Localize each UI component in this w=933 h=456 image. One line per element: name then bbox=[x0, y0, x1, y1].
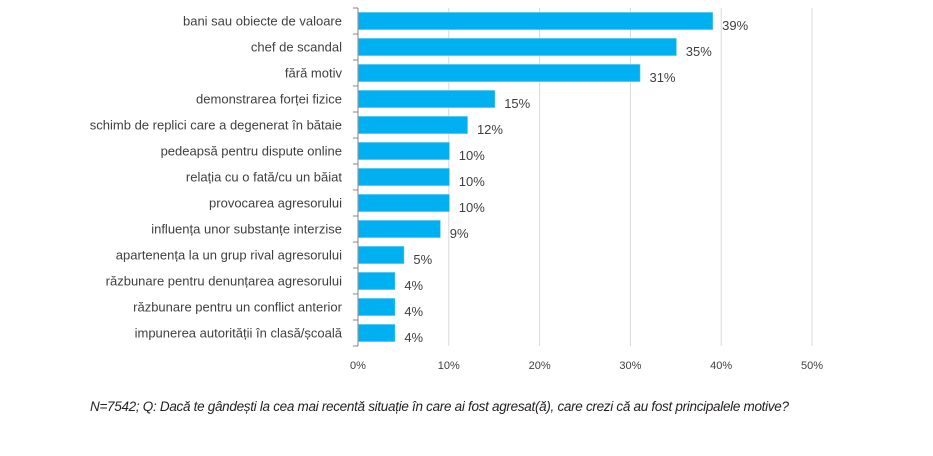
data-label: 10% bbox=[459, 148, 485, 163]
bar bbox=[358, 12, 713, 30]
category-label: demonstrarea forței fizice bbox=[196, 92, 342, 107]
bar bbox=[358, 142, 450, 160]
bar bbox=[358, 246, 405, 264]
data-labels: 39% 35% 31% 15%12% 10% 10% 10% 9% 5% 4% 4% 4% bbox=[404, 18, 748, 345]
data-label: 10% bbox=[459, 174, 485, 189]
x-tick-label: 50% bbox=[801, 360, 823, 372]
gridlines bbox=[448, 8, 813, 346]
category-axis bbox=[353, 7, 359, 347]
category-label: impunerea autorității în clasă/școală bbox=[135, 326, 343, 341]
category-label: chef de scandal bbox=[251, 40, 342, 55]
bar bbox=[358, 194, 450, 212]
data-label: 9% bbox=[450, 226, 469, 241]
bar bbox=[358, 298, 396, 316]
category-label: fără motiv bbox=[285, 66, 343, 81]
bar-chart: bani sau obiecte de valoare chef de scand… bbox=[90, 7, 823, 372]
data-label: 4% bbox=[404, 330, 423, 345]
bar bbox=[358, 116, 468, 134]
category-label: relația cu o fată/cu un băiat bbox=[186, 170, 342, 185]
category-label: provocarea agresorului bbox=[209, 196, 342, 211]
bar bbox=[358, 324, 396, 342]
x-tick-label: 20% bbox=[529, 360, 551, 372]
data-label: 5% bbox=[413, 252, 432, 267]
category-label: răzbunare pentru denunțarea agresorului bbox=[106, 274, 342, 289]
x-tick-label: 40% bbox=[710, 360, 732, 372]
bar bbox=[358, 220, 441, 238]
data-label: 12% bbox=[477, 122, 503, 137]
category-label: răzbunare pentru un conflict anterior bbox=[133, 300, 343, 315]
category-labels: bani sau obiecte de valoare chef de scand… bbox=[90, 14, 343, 341]
category-label: influența unor substanțe interzise bbox=[151, 222, 342, 237]
data-label: 31% bbox=[649, 70, 675, 85]
bars bbox=[358, 12, 713, 342]
category-label: schimb de replici care a degenerat în bă… bbox=[90, 118, 342, 133]
bar bbox=[358, 272, 396, 290]
data-label: 4% bbox=[404, 304, 423, 319]
data-label: 15% bbox=[504, 96, 530, 111]
data-label: 35% bbox=[686, 44, 712, 59]
data-label: 4% bbox=[404, 278, 423, 293]
bar bbox=[358, 64, 641, 82]
bar bbox=[358, 38, 677, 56]
category-label: pedeapsă pentru dispute online bbox=[161, 144, 342, 159]
category-label: apartenența la un grup rival agresorului bbox=[116, 248, 342, 263]
bar bbox=[358, 168, 450, 186]
x-tick-label: 0% bbox=[350, 360, 366, 372]
x-tick-label: 10% bbox=[438, 360, 460, 372]
bar bbox=[358, 90, 495, 108]
data-label: 10% bbox=[459, 200, 485, 215]
chart-caption: N=7542; Q: Dacă te gândești la cea mai r… bbox=[90, 399, 789, 414]
x-axis-ticks: 0% 10% 20% 30% 40% 50% bbox=[350, 360, 823, 372]
category-label: bani sau obiecte de valoare bbox=[183, 14, 342, 29]
data-label: 39% bbox=[722, 18, 748, 33]
x-tick-label: 30% bbox=[619, 360, 641, 372]
